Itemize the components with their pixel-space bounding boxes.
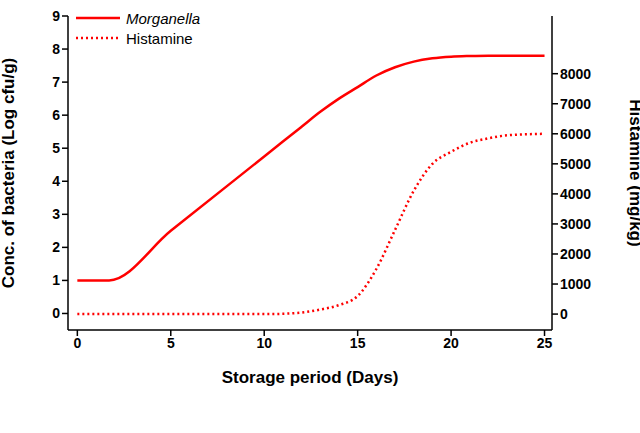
svg-text:1: 1 (52, 272, 60, 288)
svg-text:10: 10 (256, 335, 272, 351)
svg-text:0: 0 (52, 305, 60, 321)
svg-text:5: 5 (167, 335, 175, 351)
svg-text:15: 15 (350, 335, 366, 351)
svg-text:3000: 3000 (560, 216, 591, 232)
svg-text:8000: 8000 (560, 66, 591, 82)
svg-text:6000: 6000 (560, 126, 591, 142)
svg-text:0: 0 (560, 306, 568, 322)
svg-text:8: 8 (52, 41, 60, 57)
svg-text:Histamine (mg/kg): Histamine (mg/kg) (626, 99, 632, 246)
svg-text:5: 5 (52, 140, 60, 156)
svg-text:5000: 5000 (560, 156, 591, 172)
svg-text:4: 4 (52, 173, 60, 189)
html-text:Histamine: Histamine (126, 29, 193, 47)
svg-text:9: 9 (52, 8, 60, 24)
svg-text:20: 20 (443, 335, 459, 351)
svg-text:1000: 1000 (560, 276, 591, 292)
svg-text:6: 6 (52, 107, 60, 123)
svg-text:2000: 2000 (560, 246, 591, 262)
svg-text:3: 3 (52, 206, 60, 222)
svg-text:Conc. of bacteria (Log cfu/g): Conc. of bacteria (Log cfu/g) (8, 58, 18, 288)
svg-text:2: 2 (52, 239, 60, 255)
svg-text:0: 0 (73, 335, 81, 351)
svg-text:4000: 4000 (560, 186, 591, 202)
svg-text:7000: 7000 (560, 96, 591, 112)
svg-text:Storage period (Days): Storage period (Days) (222, 368, 399, 387)
svg-text:25: 25 (537, 335, 553, 351)
html-text:Morganella: Morganella (126, 9, 201, 27)
svg-text:7: 7 (52, 74, 60, 90)
